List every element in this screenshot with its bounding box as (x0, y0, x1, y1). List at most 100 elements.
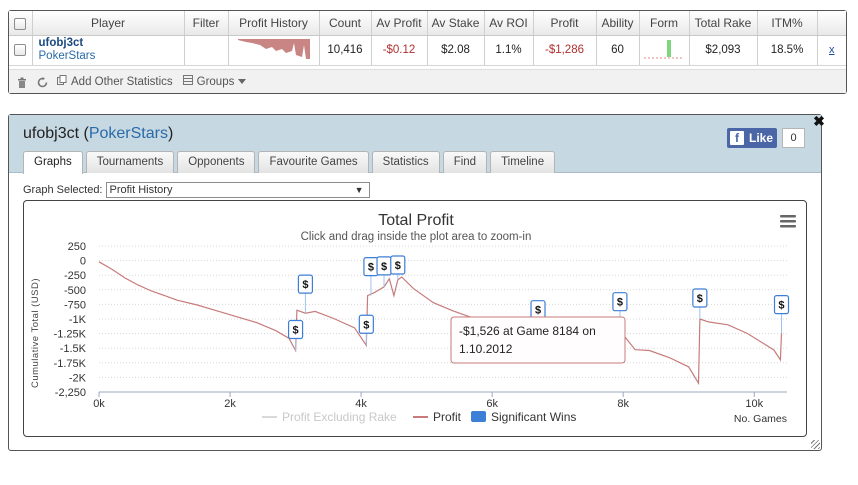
stats-table: Player Filter Profit History Count Av Pr… (9, 11, 846, 66)
win-flag-label: $ (617, 297, 623, 309)
y-tick-label: 250 (68, 241, 86, 253)
facebook-like-label: Like (749, 131, 774, 145)
chevron-down-icon (238, 79, 247, 84)
tab-opponents[interactable]: Opponents (177, 151, 256, 173)
groups-icon (182, 75, 193, 88)
filter-cell[interactable] (184, 35, 229, 66)
profit-series-line (98, 261, 783, 386)
player-site-link[interactable]: PokerStars (38, 50, 96, 62)
chart-frame: Total Profit Click and drag inside the pl… (23, 200, 807, 437)
tab-graphs[interactable]: Graphs (23, 151, 83, 174)
y-tick-label: -1.5K (60, 343, 87, 355)
y-tick-label: -1K (69, 314, 87, 326)
chart-title: Total Profit (378, 212, 454, 229)
title-site-link[interactable]: PokerStars (88, 125, 168, 142)
av-profit-cell: -$0.12 (371, 35, 428, 66)
x-tick-label: 10k (745, 398, 763, 410)
itm-cell: 18.5% (757, 35, 818, 66)
win-flag-label: $ (368, 262, 374, 274)
col-count[interactable]: Count (319, 11, 372, 36)
row-checkbox[interactable] (14, 43, 27, 56)
y-tick-label: -750 (64, 299, 86, 311)
profit-chart[interactable]: Total Profit Click and drag inside the pl… (24, 201, 807, 437)
table-row: ufobj3ct PokerStars 10,416 -$0.12 $2.08 … (9, 35, 846, 66)
chart-menu-icon (780, 225, 796, 228)
y-axis-label: Cumulative Total (USD) (30, 278, 41, 388)
col-itm[interactable]: ITM% (757, 11, 818, 36)
select-all-checkbox[interactable] (14, 17, 27, 30)
stats-header-row: Player Filter Profit History Count Av Pr… (9, 11, 846, 36)
av-stake-cell: $2.08 (427, 35, 485, 66)
y-tick-label: -1.75K (54, 358, 87, 370)
tooltip-line-1: -$1,526 at Game 8184 on (459, 324, 596, 338)
trash-icon[interactable] (17, 77, 27, 88)
win-flag (358, 314, 374, 334)
row-select-cell[interactable] (9, 35, 33, 66)
tab-tournaments[interactable]: Tournaments (85, 151, 175, 173)
close-icon[interactable]: ✖ (813, 113, 825, 129)
facebook-like-button[interactable]: f Like (727, 128, 777, 148)
form-sparkline (644, 39, 684, 58)
col-profit[interactable]: Profit (533, 11, 597, 36)
refresh-icon[interactable] (37, 76, 48, 87)
y-tick-label: -500 (64, 285, 86, 297)
win-flag-label: $ (363, 319, 369, 331)
win-flag-label: $ (778, 300, 784, 312)
x-tick-label: 2k (224, 398, 236, 410)
profit-sparkline (237, 38, 310, 59)
player-window-header: ufobj3ct (PokerStars) f Like 0 Graphs To… (9, 115, 821, 174)
x-tick-label: 0k (93, 398, 105, 410)
col-av-stake[interactable]: Av Stake (427, 11, 485, 36)
select-all-header[interactable] (9, 11, 33, 36)
facebook-icon: f (730, 131, 744, 145)
col-player[interactable]: Player (32, 11, 185, 36)
remove-row-link[interactable]: x (829, 44, 835, 56)
graph-select-value: Profit History (109, 184, 173, 196)
player-window-title: ufobj3ct (PokerStars) (23, 125, 174, 142)
tab-find[interactable]: Find (442, 151, 488, 173)
win-flag-label: $ (697, 293, 703, 305)
y-tick-label: -1.25K (54, 329, 87, 341)
win-flag-label: $ (293, 325, 299, 337)
legend-swatch-wins (471, 411, 486, 422)
y-tick-label: -250 (64, 270, 86, 282)
col-total-rake[interactable]: Total Rake (689, 11, 758, 36)
win-flag (297, 274, 313, 294)
col-form[interactable]: Form (639, 11, 690, 36)
tab-timeline[interactable]: Timeline (490, 151, 556, 173)
add-other-statistics-button[interactable]: Add Other Statistics (57, 75, 173, 88)
dropdown-arrow-icon: ▼ (354, 185, 364, 195)
count-cell: 10,416 (319, 35, 372, 66)
player-tabs: Graphs Tournaments Opponents Favourite G… (23, 151, 558, 174)
tab-favourite-games[interactable]: Favourite Games (258, 151, 369, 173)
stats-panel: Player Filter Profit History Count Av Pr… (8, 10, 847, 94)
legend-item-excluding-rake: Profit Excluding Rake (282, 410, 397, 424)
y-tick-label: 0 (80, 256, 86, 268)
av-roi-cell: 1.1% (484, 35, 534, 66)
groups-dropdown[interactable]: Groups (182, 75, 247, 88)
col-remove (817, 11, 846, 36)
title-player-name: ufobj3ct (23, 125, 80, 142)
win-flag (390, 255, 406, 275)
chart-subtitle: Click and drag inside the plot area to z… (301, 231, 532, 243)
col-av-roi[interactable]: Av ROI (484, 11, 534, 36)
col-profit-history[interactable]: Profit History (228, 11, 320, 36)
graph-select-dropdown[interactable]: Profit History ▼ (105, 182, 370, 198)
tab-statistics[interactable]: Statistics (371, 151, 440, 173)
chart-tooltip (450, 316, 626, 364)
x-axis-label: No. Games (734, 413, 787, 425)
add-stats-label: Add Other Statistics (71, 75, 173, 88)
total-rake-cell: $2,093 (689, 35, 758, 66)
resize-handle[interactable] (811, 440, 820, 449)
profit-cell: -$1,286 (533, 35, 597, 66)
col-filter[interactable]: Filter (184, 11, 229, 36)
col-ability[interactable]: Ability (596, 11, 640, 36)
x-tick-label: 6k (486, 398, 498, 410)
chart-menu-icon (780, 220, 796, 223)
form-cell (639, 35, 690, 66)
x-tick-label: 8k (617, 398, 629, 410)
col-av-profit[interactable]: Av Profit (371, 11, 428, 36)
win-flag-label: $ (381, 261, 387, 273)
y-tick-label: -2K (69, 372, 87, 384)
player-name-link[interactable]: ufobj3ct (38, 37, 84, 49)
